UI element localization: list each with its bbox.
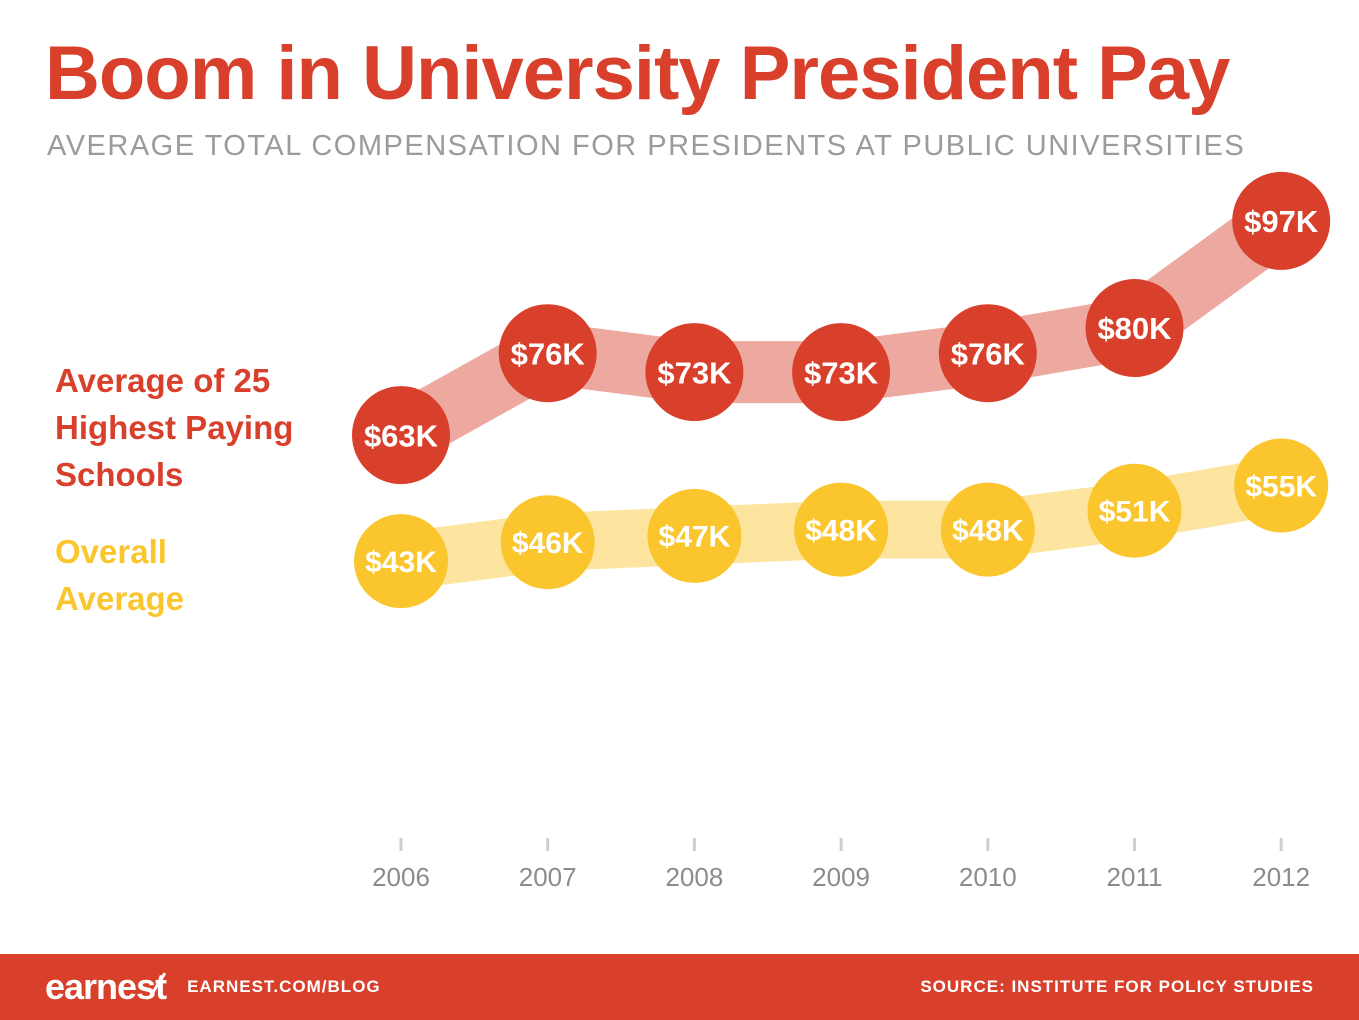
data-point-overall-2009 [794,482,889,577]
data-point-label-overall-2010: $48K [952,514,1024,547]
data-point-label-highest25-2010: $76K [951,336,1026,371]
x-axis-label-2007: 2007 [519,862,577,892]
data-point-overall-2008 [647,488,742,583]
data-point-label-overall-2012: $55K [1245,470,1317,503]
page-title: Boom in University President Pay [45,31,1230,116]
legend-overall-line2: Average [55,580,185,617]
x-axis-label-2006: 2006 [372,862,430,892]
data-point-label-overall-2011: $51K [1099,496,1171,529]
page-subtitle: AVERAGE TOTAL COMPENSATION FOR PRESIDENT… [47,130,1246,162]
data-point-label-overall-2007: $46K [512,527,584,560]
x-axis-label-2012: 2012 [1252,862,1310,892]
data-point-label-highest25-2007: $76K [511,336,586,371]
footer-blog-link[interactable]: EARNEST.COM/BLOG [187,977,381,996]
legend-overall: Overall Average [55,528,184,622]
line-chart: $63K $76K $73K $73K $76K $80K $97K $43K $46K $47K… [352,171,1331,892]
data-point-label-overall-2009: $48K [805,514,877,547]
x-axis-label-2009: 2009 [812,862,870,892]
data-point-overall-2011 [1087,463,1182,558]
x-axis-label-2011: 2011 [1107,862,1163,892]
data-point-overall-2006 [354,514,448,609]
data-point-label-overall-2008: $47K [659,521,731,554]
data-point-label-highest25-2006: $63K [364,418,439,453]
data-point-label-highest25-2012: $97K [1244,204,1319,239]
legend-overall-line1: Overall [55,533,167,570]
data-point-highest25-2010 [938,304,1037,403]
data-point-highest25-2009 [792,323,891,422]
data-point-highest25-2007 [498,304,597,403]
earnest-logo-text: earnest [45,966,167,1007]
data-point-label-highest25-2008: $73K [657,355,732,390]
footer-source-credit: SOURCE: INSTITUTE FOR POLICY STUDIES [920,977,1314,996]
legend-highest25-line3: Schools [55,456,184,493]
legend-highest25-line2: Highest Paying [55,409,294,446]
x-axis-label-2010: 2010 [959,862,1017,892]
data-point-highest25-2006 [352,386,450,485]
data-point-highest25-2011 [1085,279,1184,377]
data-point-label-highest25-2011: $80K [1097,311,1172,346]
footer-bar: earnest EARNEST.COM/BLOG SOURCE: INSTITU… [0,954,1359,1020]
data-point-label-highest25-2009: $73K [804,355,879,390]
data-point-overall-2012 [1234,438,1329,533]
data-point-highest25-2008 [645,323,744,422]
legend-highest25-line1: Average of 25 [55,362,271,399]
legend-highest25: Average of 25 Highest Paying Schools [55,357,293,498]
data-point-highest25-2012 [1232,171,1331,270]
earnest-logo: earnest [45,966,167,1008]
data-point-overall-2010 [940,482,1035,577]
data-point-overall-2007 [500,495,595,590]
data-point-label-overall-2006: $43K [365,546,437,579]
x-axis-label-2008: 2008 [665,862,723,892]
